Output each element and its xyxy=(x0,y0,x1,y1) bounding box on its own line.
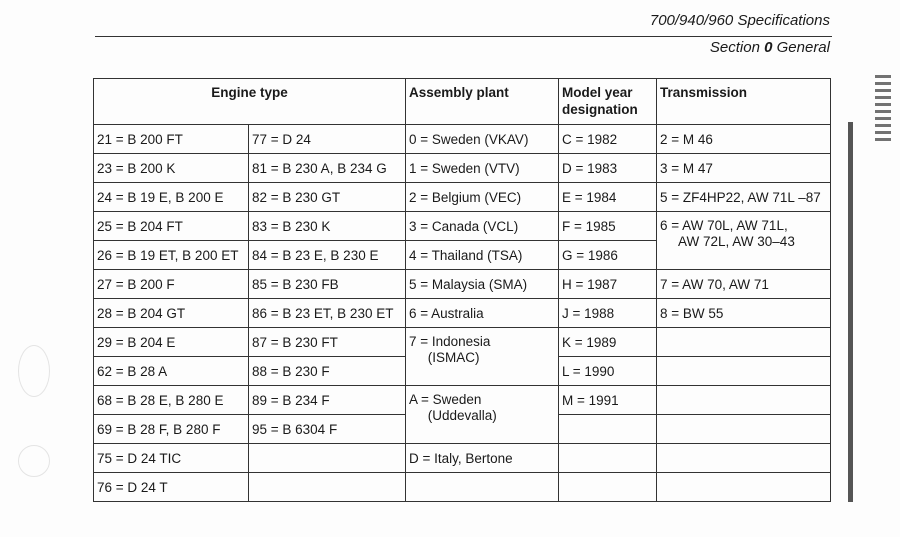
table-row: 26 = B 19 ET, B 200 ET 84 = B 23 E, B 230… xyxy=(93,240,831,270)
engine-code-cell: 75 = D 24 TIC xyxy=(93,443,249,473)
engine-code-cell: 28 = B 204 GT xyxy=(93,298,249,328)
transmission-cell xyxy=(656,414,831,444)
header-transmission: Transmission xyxy=(656,78,831,125)
specification-table: Engine type Assembly plant Model year de… xyxy=(93,78,831,502)
engine-code-cell: 86 = B 23 ET, B 230 ET xyxy=(248,298,406,328)
engine-code-cell: 68 = B 28 E, B 280 E xyxy=(93,385,249,415)
model-year-cell xyxy=(558,443,657,473)
engine-code-cell: 76 = D 24 T xyxy=(93,472,249,502)
table-row: 69 = B 28 F, B 280 F 95 = B 6304 F xyxy=(93,414,831,444)
engine-code-cell: 27 = B 200 F xyxy=(93,269,249,299)
transmission-cell: 2 = M 46 xyxy=(656,124,831,154)
table-row: 62 = B 28 A 88 = B 230 F L = 1990 xyxy=(93,356,831,386)
engine-code-cell: 77 = D 24 xyxy=(248,124,406,154)
engine-code-cell: 88 = B 230 F xyxy=(248,356,406,386)
section-number: 0 xyxy=(764,39,773,56)
transmission-cell: 6 = AW 70L, AW 71L, AW 72L, AW 30–43 xyxy=(656,211,831,270)
transmission-cell: 7 = AW 70, AW 71 xyxy=(656,269,831,299)
document-title: 700/940/960 Specifications xyxy=(649,12,830,29)
assembly-plant-cell: D = Italy, Bertone xyxy=(405,443,559,473)
header-model-year: Model year designation xyxy=(558,78,657,125)
page-edge-marks xyxy=(875,75,891,145)
model-year-cell: G = 1986 xyxy=(558,240,657,270)
table-row: 28 = B 204 GT 86 = B 23 ET, B 230 ET 6 = A… xyxy=(93,298,831,328)
model-year-cell: F = 1985 xyxy=(558,211,657,241)
table-row: 27 = B 200 F 85 = B 230 FB 5 = Malaysia (S… xyxy=(93,269,831,299)
assembly-plant-cell: 4 = Thailand (TSA) xyxy=(405,240,559,270)
engine-code-cell: 89 = B 234 F xyxy=(248,385,406,415)
transmission-cell xyxy=(656,356,831,386)
assembly-plant-cell xyxy=(405,472,559,502)
engine-code-cell: 83 = B 230 K xyxy=(248,211,406,241)
engine-code-cell: 82 = B 230 GT xyxy=(248,182,406,212)
punch-hole xyxy=(18,445,50,477)
engine-code-cell: 23 = B 200 K xyxy=(93,153,249,183)
engine-code-cell: 84 = B 23 E, B 230 E xyxy=(248,240,406,270)
engine-code-cell: 87 = B 230 FT xyxy=(248,327,406,357)
header-assembly-plant: Assembly plant xyxy=(405,78,559,125)
transmission-cell xyxy=(656,385,831,415)
table-row: 76 = D 24 T xyxy=(93,472,831,502)
model-year-cell: C = 1982 xyxy=(558,124,657,154)
engine-code-cell: 69 = B 28 F, B 280 F xyxy=(93,414,249,444)
assembly-plant-cell: 2 = Belgium (VEC) xyxy=(405,182,559,212)
engine-code-cell xyxy=(248,472,406,502)
assembly-plant-cell: A = Sweden (Uddevalla) xyxy=(405,385,559,444)
table-row: 24 = B 19 E, B 200 E 82 = B 230 GT 2 = Bel… xyxy=(93,182,831,212)
engine-code-cell xyxy=(248,443,406,473)
section-heading: Section 0 General xyxy=(710,39,830,56)
section-prefix: Section xyxy=(709,39,765,56)
assembly-plant-cell: 0 = Sweden (VKAV) xyxy=(405,124,559,154)
header-engine-type: Engine type xyxy=(93,78,406,125)
transmission-cell: 5 = ZF4HP22, AW 71L –87 xyxy=(656,182,831,212)
engine-code-cell: 24 = B 19 E, B 200 E xyxy=(93,182,249,212)
engine-code-cell: 26 = B 19 ET, B 200 ET xyxy=(93,240,249,270)
engine-code-cell: 62 = B 28 A xyxy=(93,356,249,386)
engine-code-cell: 21 = B 200 FT xyxy=(93,124,249,154)
table-row: 75 = D 24 TIC D = Italy, Bertone xyxy=(93,443,831,473)
engine-code-cell: 95 = B 6304 F xyxy=(248,414,406,444)
assembly-plant-cell: 6 = Australia xyxy=(405,298,559,328)
assembly-plant-cell: 3 = Canada (VCL) xyxy=(405,211,559,241)
transmission-cell xyxy=(656,443,831,473)
assembly-plant-cell: 1 = Sweden (VTV) xyxy=(405,153,559,183)
model-year-cell: K = 1989 xyxy=(558,327,657,357)
model-year-cell: L = 1990 xyxy=(558,356,657,386)
transmission-cell xyxy=(656,327,831,357)
table-row: 21 = B 200 FT 77 = D 24 0 = Sweden (VKAV) C… xyxy=(93,124,831,154)
engine-code-cell: 81 = B 230 A, B 234 G xyxy=(248,153,406,183)
engine-code-cell: 85 = B 230 FB xyxy=(248,269,406,299)
header-rule xyxy=(95,36,832,37)
transmission-cell: 3 = M 47 xyxy=(656,153,831,183)
engine-code-cell: 29 = B 204 E xyxy=(93,327,249,357)
model-year-cell: E = 1984 xyxy=(558,182,657,212)
model-year-cell: M = 1991 xyxy=(558,385,657,415)
table-header-row: Engine type Assembly plant Model year de… xyxy=(93,78,831,125)
section-name: General xyxy=(772,39,830,56)
assembly-plant-cell: 5 = Malaysia (SMA) xyxy=(405,269,559,299)
table-row: 29 = B 204 E 87 = B 230 FT 7 = Indonesia (… xyxy=(93,327,831,386)
transmission-cell: 8 = BW 55 xyxy=(656,298,831,328)
model-year-cell xyxy=(558,414,657,444)
engine-code-cell: 25 = B 204 FT xyxy=(93,211,249,241)
margin-bar xyxy=(848,122,853,502)
model-year-cell xyxy=(558,472,657,502)
assembly-plant-cell: 7 = Indonesia (ISMAC) xyxy=(405,327,559,386)
transmission-cell xyxy=(656,472,831,502)
punch-hole xyxy=(18,345,50,397)
model-year-cell: J = 1988 xyxy=(558,298,657,328)
model-year-cell: D = 1983 xyxy=(558,153,657,183)
model-year-cell: H = 1987 xyxy=(558,269,657,299)
